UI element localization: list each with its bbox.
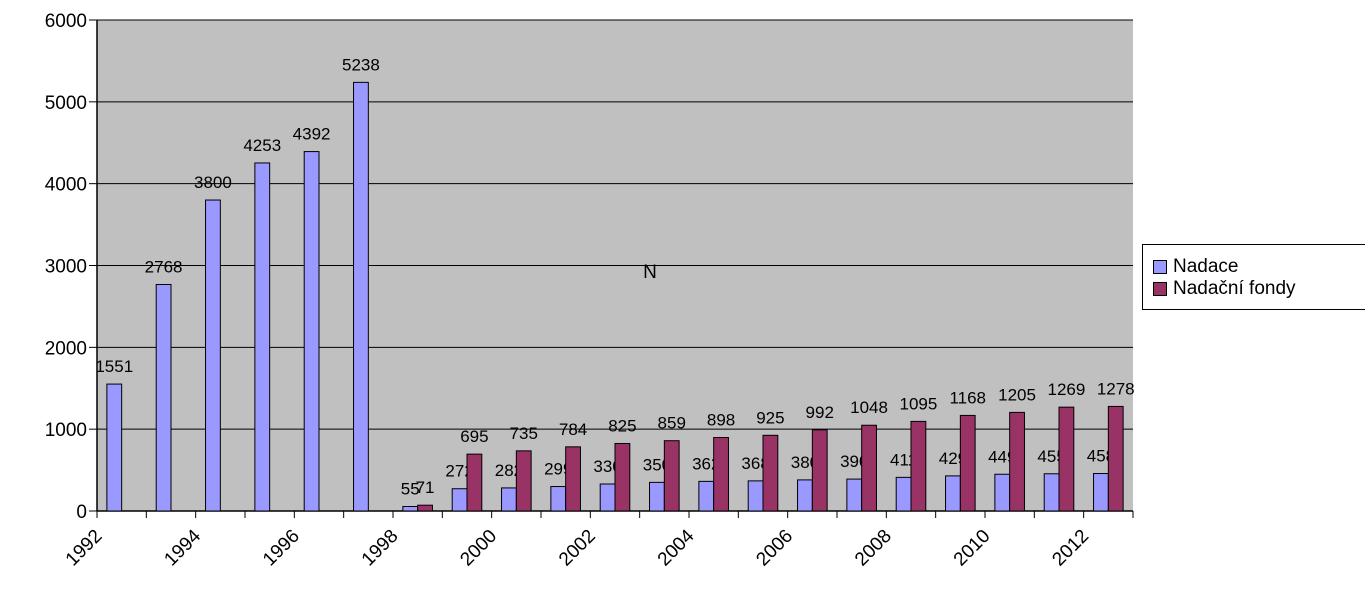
bar-nadace bbox=[501, 487, 517, 512]
bar-nadace bbox=[846, 478, 863, 512]
data-label: 1269 bbox=[1047, 380, 1085, 399]
bar-nadace bbox=[747, 480, 764, 512]
data-label: 1095 bbox=[899, 394, 937, 413]
x-tick-label: 1998 bbox=[358, 526, 403, 571]
x-tick-label: 2002 bbox=[555, 526, 600, 571]
data-label: 5238 bbox=[342, 55, 380, 74]
data-label: 898 bbox=[707, 411, 735, 430]
y-tick-label: 4000 bbox=[45, 175, 87, 196]
bar-nadace bbox=[649, 481, 665, 512]
data-label: 71 bbox=[416, 478, 435, 497]
x-tick-label: 2010 bbox=[950, 526, 995, 571]
bar-nadace bbox=[994, 473, 1011, 512]
y-tick-label: 6000 bbox=[45, 11, 87, 32]
data-label: 695 bbox=[460, 427, 488, 446]
bar-nadacni-fondy bbox=[614, 442, 631, 512]
bar-nadacni-fondy bbox=[959, 414, 976, 512]
bar-nadace bbox=[550, 486, 567, 512]
bar-nadace bbox=[205, 199, 221, 512]
bar-nadace bbox=[945, 475, 961, 512]
bar-nadace bbox=[1043, 473, 1060, 512]
bar-nadacni-fondy bbox=[565, 446, 581, 512]
y-tick-label: 2000 bbox=[45, 338, 87, 359]
bar-nadace bbox=[895, 476, 912, 512]
legend-swatch-nadace bbox=[1153, 260, 1167, 274]
chart-annotation: N bbox=[643, 262, 657, 283]
bar-nadacni-fondy bbox=[417, 504, 433, 512]
data-label: 992 bbox=[806, 403, 834, 422]
bar-nadace bbox=[698, 480, 715, 512]
legend-item-nadace: Nadace bbox=[1153, 256, 1239, 278]
data-label: 1168 bbox=[949, 388, 986, 407]
x-tick-label: 2006 bbox=[752, 526, 797, 571]
bar-nadace bbox=[106, 383, 123, 512]
bar-nadace bbox=[402, 505, 419, 512]
data-label: 55 bbox=[401, 479, 420, 498]
bar-nadacni-fondy bbox=[663, 440, 680, 512]
x-tick-label: 2008 bbox=[851, 526, 896, 571]
x-tick-label: 2012 bbox=[1048, 526, 1093, 571]
legend-swatch-nadacni-fondy bbox=[1153, 282, 1167, 296]
data-label: 859 bbox=[658, 414, 686, 433]
bar-nadacni-fondy bbox=[811, 429, 828, 512]
y-tick-label: 3000 bbox=[45, 257, 87, 278]
data-label: 925 bbox=[756, 408, 784, 427]
bar-nadace bbox=[303, 151, 320, 512]
x-tick-label: 1996 bbox=[259, 526, 304, 571]
bar-nadacni-fondy bbox=[1009, 411, 1025, 512]
data-label: 825 bbox=[608, 416, 636, 435]
data-label: 1048 bbox=[850, 398, 888, 417]
y-tick-label: 5000 bbox=[45, 93, 87, 114]
data-label: 735 bbox=[510, 424, 538, 443]
y-tick-label: 1000 bbox=[45, 420, 87, 441]
bar-nadace bbox=[797, 479, 813, 512]
x-tick-label: 1992 bbox=[62, 526, 107, 571]
data-label: 1205 bbox=[998, 385, 1036, 404]
data-label: 3800 bbox=[194, 173, 232, 192]
bar-nadacni-fondy bbox=[910, 420, 927, 512]
x-tick-label: 1994 bbox=[160, 525, 205, 570]
x-tick-label: 2004 bbox=[654, 525, 699, 570]
bar-nadacni-fondy bbox=[861, 424, 877, 512]
bar-nadacni-fondy bbox=[466, 453, 483, 512]
legend-item-nadacni-fondy: Nadační fondy bbox=[1153, 278, 1296, 300]
bar-nadacni-fondy bbox=[762, 434, 779, 512]
legend-label-nadacni-fondy: Nadační fondy bbox=[1173, 278, 1296, 299]
data-label: 784 bbox=[559, 420, 587, 439]
bar-nadacni-fondy bbox=[1107, 405, 1124, 512]
bar-nadace bbox=[451, 488, 468, 512]
legend-label-nadace: Nadace bbox=[1173, 256, 1239, 277]
bar-nadace bbox=[353, 81, 369, 512]
data-label: 4253 bbox=[243, 136, 281, 155]
bar-nadace bbox=[254, 162, 271, 512]
data-label: 2768 bbox=[145, 257, 183, 276]
legend: Nadace Nadační fondy bbox=[1142, 244, 1365, 310]
bar-nadace bbox=[155, 283, 172, 512]
y-tick-label: 0 bbox=[76, 502, 87, 523]
x-tick-label: 2000 bbox=[456, 526, 501, 571]
bar-nadacni-fondy bbox=[515, 450, 532, 512]
data-label: 1278 bbox=[1097, 379, 1135, 398]
bar-nadacni-fondy bbox=[1058, 406, 1075, 512]
bar-nadace bbox=[599, 483, 616, 512]
data-label: 411 bbox=[890, 450, 917, 469]
bar-nadacni-fondy bbox=[713, 437, 729, 512]
data-label: 1551 bbox=[95, 357, 133, 376]
bar-nadace bbox=[1093, 473, 1109, 512]
data-label: 4392 bbox=[293, 125, 331, 144]
